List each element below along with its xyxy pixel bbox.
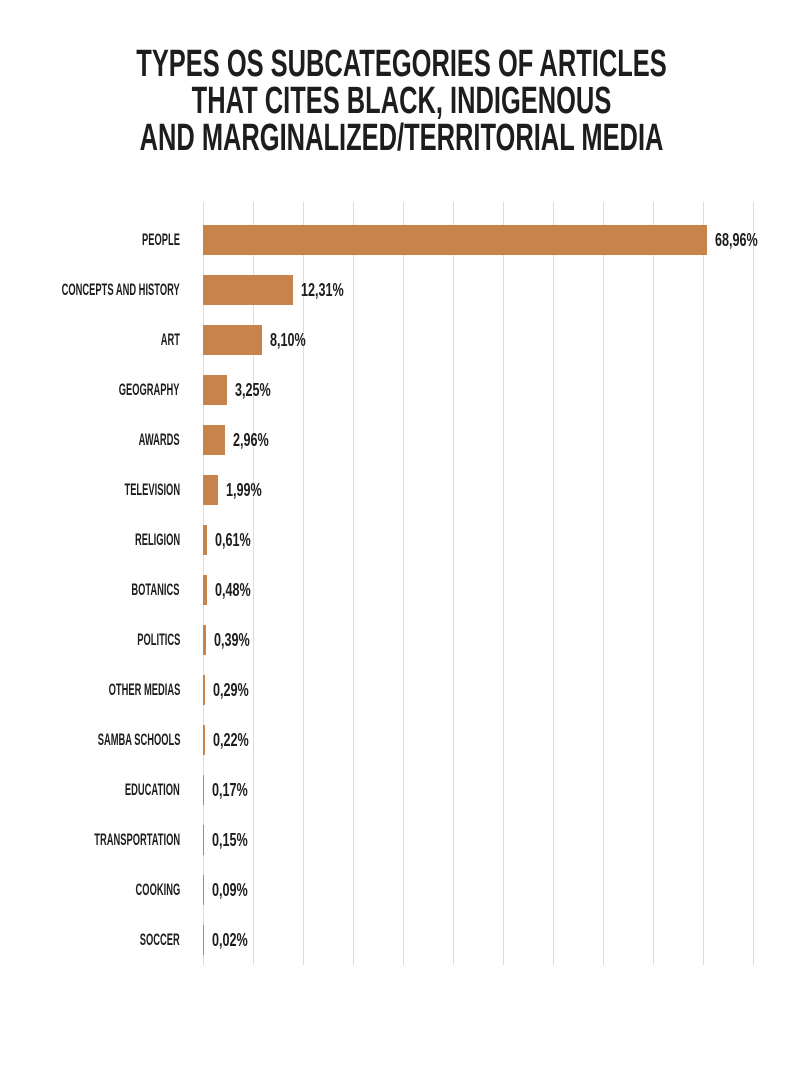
category-row: GEOGRAPHY: [0, 365, 180, 415]
bar-row: 0,39%: [203, 615, 754, 665]
bar-row: 0,17%: [203, 765, 754, 815]
category-label: SAMBA SCHOOLS: [97, 730, 180, 749]
bar: [203, 875, 204, 905]
category-row: EDUCATION: [0, 765, 180, 815]
value-label: 68,96%: [714, 229, 758, 250]
bar: [203, 825, 205, 855]
category-label: OTHER MEDIAS: [108, 680, 180, 699]
category-row: AWARDS: [0, 415, 180, 465]
chart-page: TYPES OS SUBCATEGORIES OF ARTICLES THAT …: [0, 43, 803, 1070]
value-label: 0,61%: [215, 529, 252, 550]
bar: [203, 725, 205, 755]
value-label: 0,48%: [214, 579, 251, 600]
category-label: SOCCER: [139, 930, 180, 949]
category-row: SOCCER: [0, 915, 180, 965]
bar-row: 3,25%: [203, 365, 754, 415]
category-row: ART: [0, 315, 180, 365]
category-row: SAMBA SCHOOLS: [0, 715, 180, 765]
bar-row: 0,48%: [203, 565, 754, 615]
category-labels: PEOPLE CONCEPTS AND HISTORY ART GEOGRAPHY AW…: [0, 202, 203, 965]
bar-row: 12,31%: [203, 265, 754, 315]
value-label: 0,39%: [213, 629, 250, 650]
chart-title-line-1: TYPES OS SUBCATEGORIES OF ARTICLES: [136, 43, 667, 85]
chart-title-line-3: AND MARGINALIZED/TERRITORIAL MEDIA: [139, 117, 664, 159]
category-row: TRANSPORTATION: [0, 815, 180, 865]
chart-title: TYPES OS SUBCATEGORIES OF ARTICLES THAT …: [0, 43, 803, 159]
value-label: 0,17%: [212, 779, 248, 800]
category-label: EDUCATION: [125, 780, 180, 799]
bar-row: 68,96%: [203, 215, 757, 265]
bar-chart: PEOPLE CONCEPTS AND HISTORY ART GEOGRAPHY AW…: [0, 202, 803, 965]
bar-row: 0,15%: [203, 815, 754, 865]
bar-row: 0,29%: [203, 665, 754, 715]
category-label: PEOPLE: [142, 230, 180, 249]
bar: [203, 675, 206, 705]
bar: [203, 425, 225, 455]
value-label: 8,10%: [270, 329, 306, 350]
bar: [203, 375, 227, 405]
category-label: AWARDS: [138, 430, 180, 449]
bar-row: 0,09%: [203, 865, 754, 915]
value-label: 1,99%: [225, 479, 262, 500]
category-label: GEOGRAPHY: [119, 380, 180, 399]
category-row: POLITICS: [0, 615, 180, 665]
category-row: RELIGION: [0, 515, 180, 565]
category-label: TRANSPORTATION: [94, 830, 180, 849]
bar: [203, 275, 293, 305]
bar-row: 2,96%: [203, 415, 754, 465]
category-row: TELEVISION: [0, 465, 180, 515]
value-label: 12,31%: [300, 279, 344, 300]
value-label: 0,15%: [212, 829, 248, 850]
category-row: COOKING: [0, 865, 180, 915]
category-label: COOKING: [135, 880, 180, 899]
bar-row: 0,02%: [203, 915, 754, 965]
category-label: POLITICS: [136, 630, 180, 649]
value-label: 0,09%: [211, 879, 248, 900]
bar-row: 8,10%: [203, 315, 754, 365]
category-label: BOTANICS: [131, 580, 180, 599]
bar: [203, 525, 208, 555]
value-label: 2,96%: [232, 429, 269, 450]
value-label: 0,29%: [213, 679, 249, 700]
value-label: 3,25%: [234, 379, 271, 400]
category-label: TELEVISION: [124, 480, 180, 499]
category-row: BOTANICS: [0, 565, 180, 615]
chart-title-line-2: THAT CITES BLACK, INDIGENOUS: [191, 80, 612, 122]
bar: [203, 575, 207, 605]
plot-area: 68,96% 12,31% 8,10% 3,25% 2,96% 1,99% 0,61% 0,4…: [203, 202, 757, 965]
bar-row: 0,22%: [203, 715, 754, 765]
bar-row: 0,61%: [203, 515, 754, 565]
category-row: PEOPLE: [0, 215, 180, 265]
bar-row: 1,99%: [203, 465, 754, 515]
category-row: OTHER MEDIAS: [0, 665, 180, 715]
category-label: RELIGION: [134, 530, 180, 549]
value-label: 0,02%: [211, 929, 248, 950]
bar: [203, 925, 204, 955]
bar: [203, 775, 205, 805]
category-label: CONCEPTS AND HISTORY: [61, 280, 180, 299]
category-label: ART: [160, 330, 180, 349]
category-row: CONCEPTS AND HISTORY: [0, 265, 180, 315]
bar: [203, 225, 707, 255]
bar: [203, 475, 218, 505]
bar: [203, 625, 206, 655]
bar: [203, 325, 263, 355]
value-label: 0,22%: [212, 729, 249, 750]
